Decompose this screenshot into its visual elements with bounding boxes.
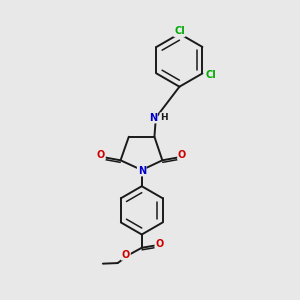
Text: N: N xyxy=(149,112,157,123)
Text: Cl: Cl xyxy=(205,70,216,80)
Text: O: O xyxy=(97,150,105,160)
Text: H: H xyxy=(160,113,168,122)
Text: Cl: Cl xyxy=(174,26,185,36)
Text: N: N xyxy=(138,166,146,176)
Text: O: O xyxy=(178,150,186,160)
Text: O: O xyxy=(122,250,130,260)
Text: O: O xyxy=(155,239,164,249)
